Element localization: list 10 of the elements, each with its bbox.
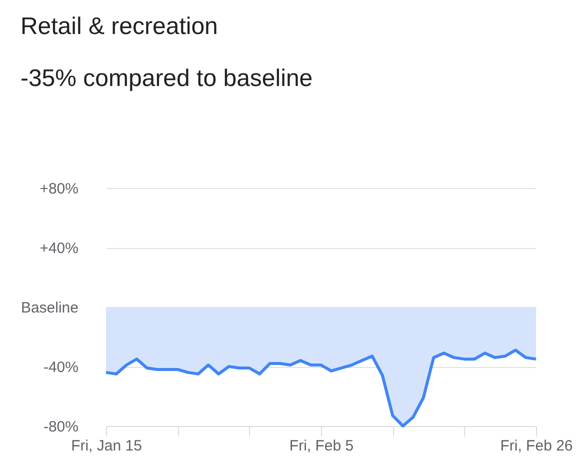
y-tick-label: +40% (40, 240, 78, 257)
chart-subtitle: -35% compared to baseline (20, 65, 313, 92)
y-tick-label: -40% (43, 359, 78, 376)
x-tick-label: Fri, Feb 26 (500, 438, 573, 454)
y-tick-label: Baseline (20, 300, 78, 316)
chart-title: Retail & recreation (20, 13, 218, 40)
y-tick-label: -80% (43, 418, 78, 436)
y-tick-label: +80% (40, 180, 78, 198)
x-tick-label: Fri, Jan 15 (71, 438, 142, 454)
x-tick-label: Fri, Feb 5 (289, 438, 354, 454)
